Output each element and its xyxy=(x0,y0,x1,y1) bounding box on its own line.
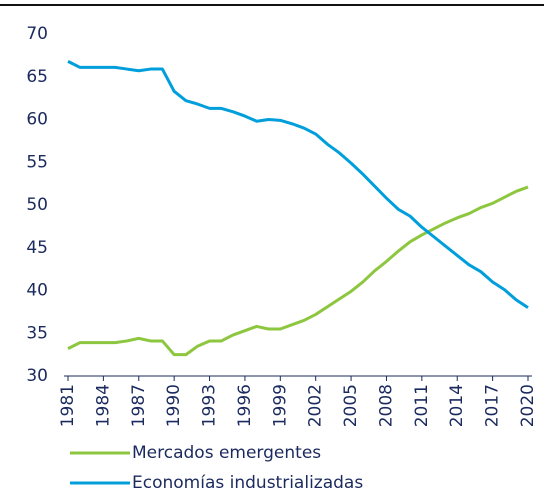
x-tick-label: 2017 xyxy=(483,384,503,427)
x-tick-label: 2011 xyxy=(412,384,432,427)
legend-label: Mercados emergentes xyxy=(132,443,321,463)
x-tick-label: 2005 xyxy=(341,384,361,427)
x-tick-label: 1993 xyxy=(200,384,220,427)
y-tick-label: 35 xyxy=(26,323,48,343)
x-tick-label: 1996 xyxy=(235,384,255,427)
x-tick-label: 2020 xyxy=(518,384,538,427)
x-tick-label: 2014 xyxy=(447,384,467,427)
y-tick-label: 45 xyxy=(26,238,48,258)
y-tick-label: 40 xyxy=(26,281,48,301)
y-tick-label: 55 xyxy=(26,152,48,172)
y-tick-label: 70 xyxy=(26,24,48,44)
x-tick-label: 2002 xyxy=(306,384,326,427)
y-tick-label: 30 xyxy=(26,366,48,386)
y-tick-label: 60 xyxy=(26,110,48,130)
legend-label: Economías industrializadas xyxy=(132,473,363,491)
x-tick-label: 1981 xyxy=(58,384,78,427)
series-line xyxy=(67,185,529,357)
x-tick-label: 1984 xyxy=(93,384,113,427)
x-tick-label: 1987 xyxy=(129,384,149,427)
x-tick-label: 1990 xyxy=(164,384,184,427)
x-tick-label: 2008 xyxy=(376,384,396,427)
y-tick-label: 50 xyxy=(26,195,48,215)
y-tick-label: 65 xyxy=(26,67,48,87)
series-line xyxy=(67,60,529,309)
x-tick-label: 1999 xyxy=(270,384,290,427)
